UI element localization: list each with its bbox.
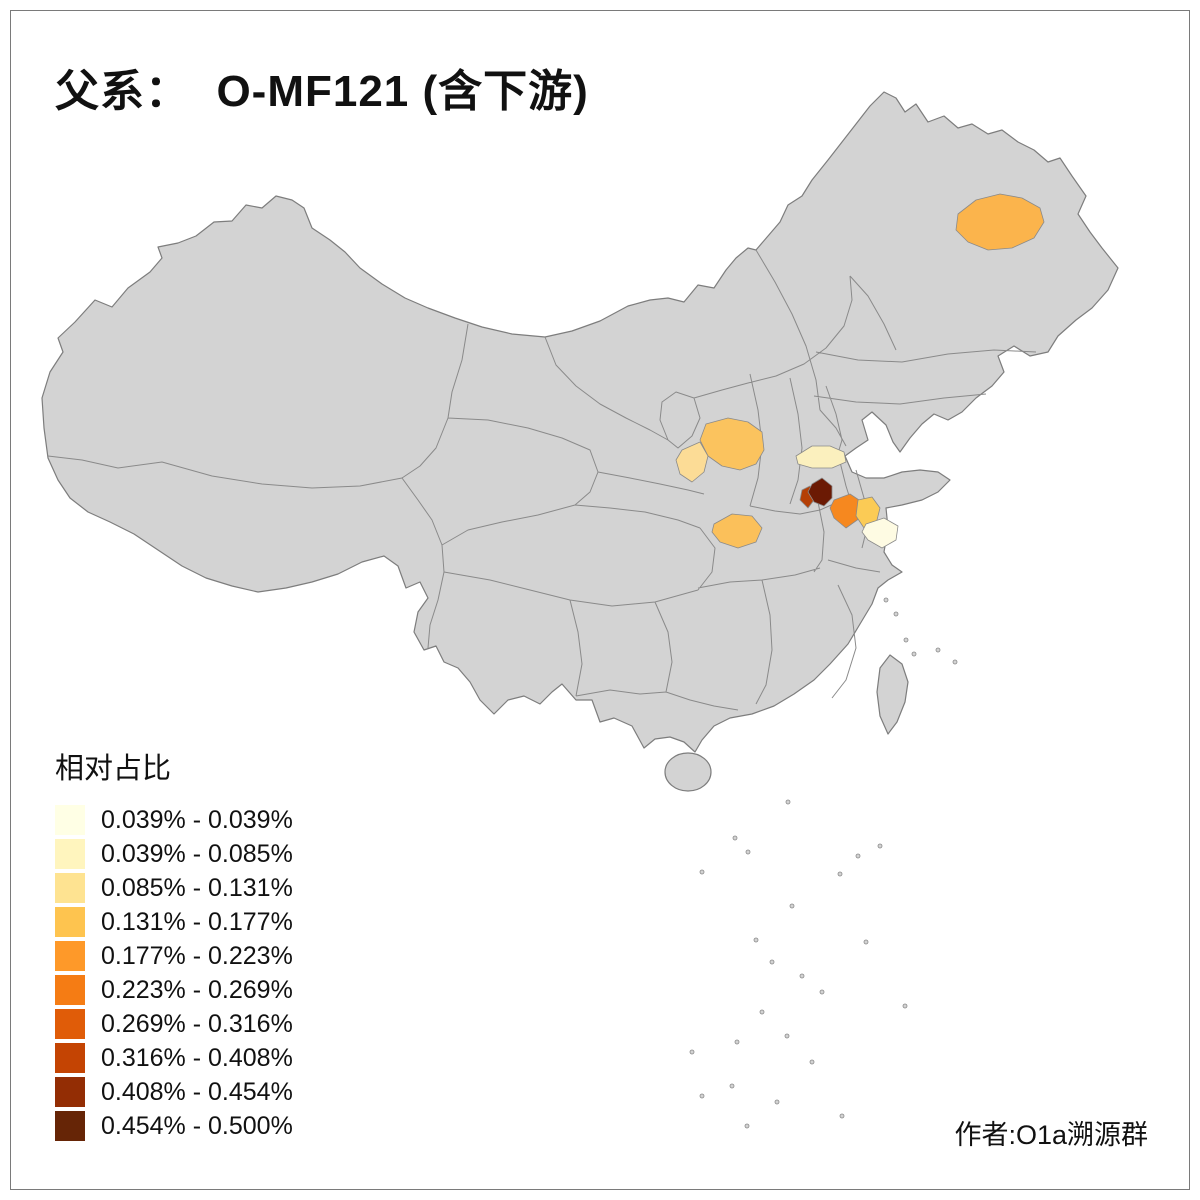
legend-label: 0.085% - 0.131% — [101, 873, 293, 902]
offshore-islands — [689, 597, 958, 1129]
legend-swatch — [55, 1009, 85, 1039]
legend-title: 相对占比 — [55, 753, 172, 785]
china-outline — [41, 91, 1119, 753]
page-title: 父系： O-MF121 (含下游) — [55, 67, 589, 116]
legend-row: 0.223% - 0.269% — [55, 973, 293, 1007]
legend-label: 0.131% - 0.177% — [101, 907, 293, 936]
legend-items: 0.039% - 0.039% 0.039% - 0.085% 0.085% -… — [55, 803, 293, 1143]
legend-row: 0.408% - 0.454% — [55, 1075, 293, 1109]
legend-swatch — [55, 805, 85, 835]
highlight-shaanxi-west — [675, 441, 709, 483]
legend-label: 0.454% - 0.500% — [101, 1111, 293, 1140]
highlight-henan-dark — [807, 477, 833, 507]
highlight-jiangsu-pale — [861, 517, 899, 549]
legend-label: 0.316% - 0.408% — [101, 1043, 293, 1072]
taiwan-island — [876, 654, 909, 735]
legend-row: 0.131% - 0.177% — [55, 905, 293, 939]
legend-swatch — [55, 873, 85, 903]
legend-row: 0.039% - 0.039% — [55, 803, 293, 837]
legend-row: 0.177% - 0.223% — [55, 939, 293, 973]
legend-swatch — [55, 941, 85, 971]
legend-swatch — [55, 975, 85, 1005]
highlight-henan-north — [795, 445, 847, 469]
legend-row: 0.316% - 0.408% — [55, 1041, 293, 1075]
legend-row: 0.039% - 0.085% — [55, 837, 293, 871]
legend-swatch — [55, 907, 85, 937]
legend-swatch — [55, 1077, 85, 1107]
legend-label: 0.177% - 0.223% — [101, 941, 293, 970]
legend-swatch — [55, 839, 85, 869]
highlight-heilongjiang — [955, 193, 1045, 251]
legend-row: 0.085% - 0.131% — [55, 871, 293, 905]
legend-label: 0.223% - 0.269% — [101, 975, 293, 1004]
legend-swatch — [55, 1111, 85, 1141]
highlight-anhui-orange — [829, 493, 863, 529]
legend-label: 0.269% - 0.316% — [101, 1009, 293, 1038]
legend-label: 0.039% - 0.039% — [101, 805, 293, 834]
legend: 相对占比 0.039% - 0.039% 0.039% - 0.085% 0.0… — [55, 745, 293, 1143]
legend-swatch — [55, 1043, 85, 1073]
highlight-hubei — [711, 513, 763, 549]
legend-label: 0.408% - 0.454% — [101, 1077, 293, 1106]
legend-row: 0.269% - 0.316% — [55, 1007, 293, 1041]
author-credit: 作者:O1a溯源群 — [954, 1120, 1148, 1150]
legend-label: 0.039% - 0.085% — [101, 839, 293, 868]
hainan-island — [664, 752, 712, 792]
legend-row: 0.454% - 0.500% — [55, 1109, 293, 1143]
